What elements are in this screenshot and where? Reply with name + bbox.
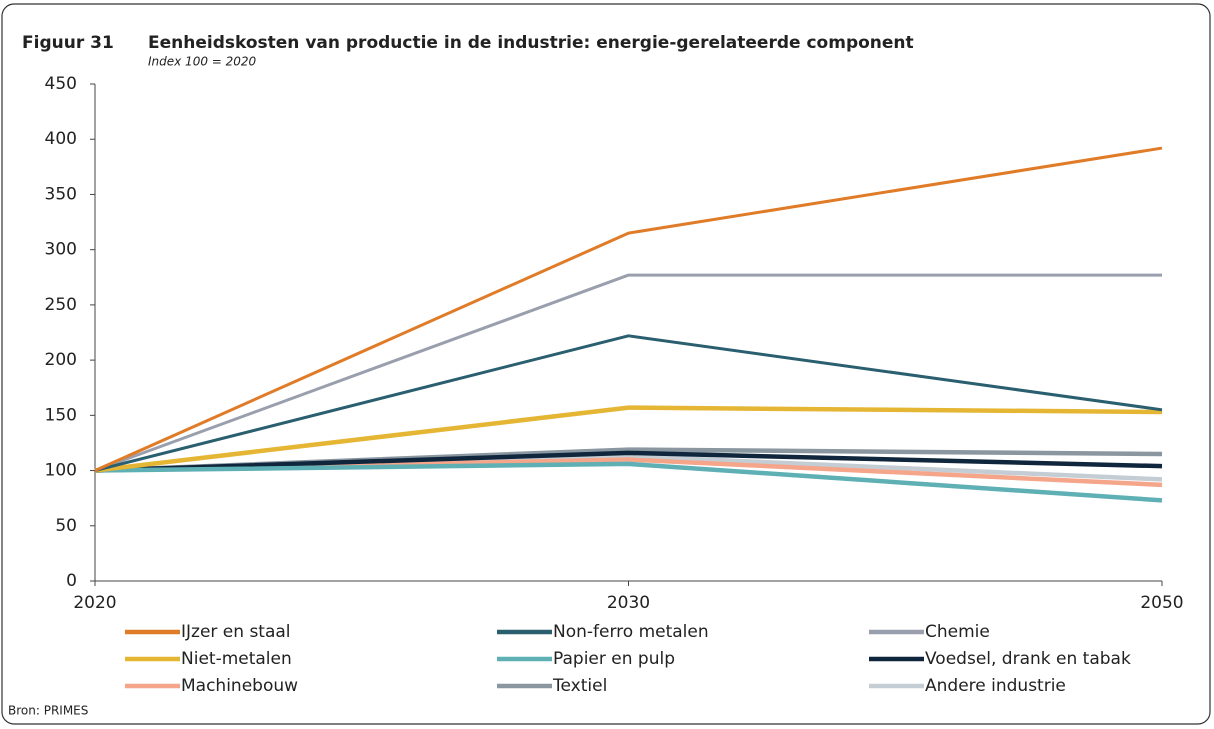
y-tick-label: 150 — [45, 405, 77, 425]
series-line — [94, 405, 1163, 473]
x-tick-label: 2030 — [607, 593, 650, 613]
series-line — [94, 334, 1163, 473]
figure-number: Figuur 31 — [22, 33, 114, 53]
y-tick-label: 0 — [66, 571, 77, 591]
y-tick-label: 300 — [45, 240, 77, 260]
y-tick-label: 50 — [55, 516, 77, 536]
y-tick-label: 400 — [45, 129, 77, 149]
y-tick-label: 250 — [45, 295, 77, 315]
legend-label: Andere industrie — [925, 676, 1066, 696]
y-tick-label: 450 — [45, 74, 77, 94]
legend-label: Voedsel, drank en tabak — [925, 649, 1131, 669]
series-line — [94, 461, 1163, 503]
series-line — [94, 450, 1163, 473]
y-tick-label: 350 — [45, 184, 77, 204]
legend-label: Non-ferro metalen — [553, 622, 709, 642]
legend-label: Niet-metalen — [181, 649, 292, 669]
chart-title: Eenheidskosten van productie in de indus… — [148, 33, 914, 53]
series-line — [94, 273, 1162, 472]
legend-label: IJzer en staal — [181, 622, 291, 642]
legend-label: Textiel — [552, 676, 607, 696]
x-tick-label: 2020 — [73, 593, 116, 613]
y-tick-label: 100 — [45, 461, 77, 481]
legend-label: Chemie — [925, 622, 990, 642]
frame — [1, 3, 1211, 725]
x-tick-label: 2050 — [1140, 593, 1183, 613]
series-line — [94, 146, 1163, 472]
chart-subtitle: Index 100 = 2020 — [148, 55, 257, 69]
y-tick-label: 200 — [45, 350, 77, 370]
legend-label: Papier en pulp — [553, 649, 675, 669]
source: Bron: PRIMES — [8, 704, 88, 718]
legend-label: Machinebouw — [181, 676, 298, 696]
